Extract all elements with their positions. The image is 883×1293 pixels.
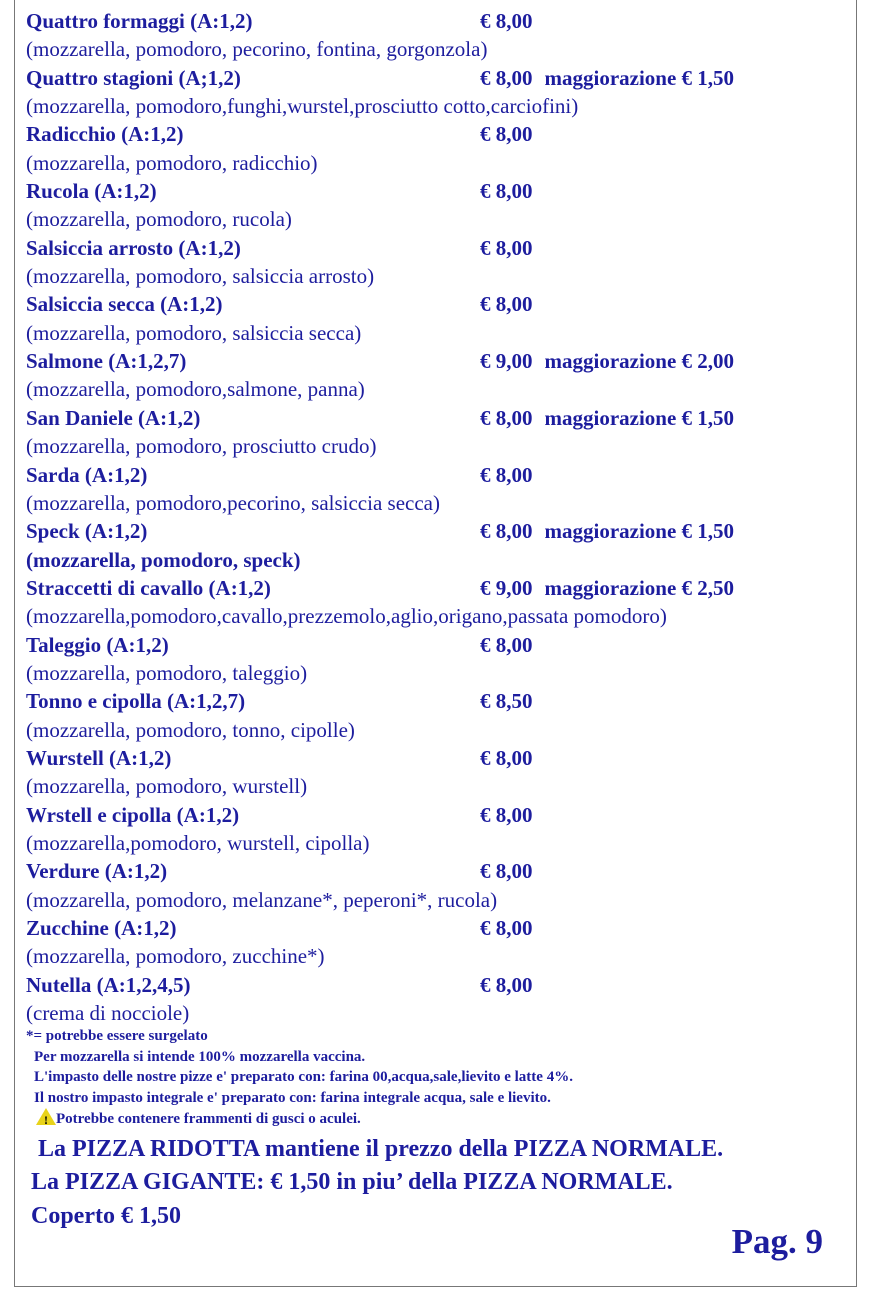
item-price: € 8,00 <box>480 235 533 260</box>
menu-item: Zucchine (A:1,2) € 8,00 <box>26 914 866 942</box>
coperto-note: Coperto € 1,50 <box>31 1203 181 1229</box>
item-price: € 8,00 <box>480 745 533 770</box>
item-description: (mozzarella, pomodoro, tonno, cipolle) <box>26 717 355 742</box>
item-name: Speck (A:1,2) <box>26 519 148 544</box>
item-price: € 8,00 <box>480 179 533 204</box>
item-name: Rucola (A:1,2) <box>26 179 157 204</box>
menu-item: Sarda (A:1,2) € 8,00 <box>26 461 866 489</box>
item-name: Quattro stagioni (A;1,2) <box>26 65 241 90</box>
item-description: (mozzarella, pomodoro, prosciutto crudo) <box>26 434 377 459</box>
item-name: Salsiccia arrosto (A:1,2) <box>26 235 241 260</box>
menu-item: Quattro stagioni (A;1,2) € 8,00 maggiorazi… <box>26 64 866 92</box>
item-description: (mozzarella, pomodoro, speck) <box>26 547 301 572</box>
item-name: Sarda (A:1,2) <box>26 462 148 487</box>
notes: *= potrebbe essere surgelato Per mozzare… <box>26 1026 573 1130</box>
item-name: Wrstell e cipolla (A:1,2) <box>26 802 240 827</box>
item-name: Zucchine (A:1,2) <box>26 916 177 940</box>
item-description: (mozzarella, pomodoro, wurstell) <box>26 774 308 799</box>
item-description: (mozzarella, pomodoro,pecorino, salsicci… <box>26 490 440 515</box>
item-price: € 8,00 <box>480 859 533 884</box>
item-price: € 8,00 <box>480 972 533 997</box>
item-name: Wurstell (A:1,2) <box>26 745 172 770</box>
menu-item: Salsiccia arrosto (A:1,2) € 8,00 <box>26 234 866 262</box>
item-price: € 9,00 maggiorazione € 2,50 <box>480 575 735 600</box>
item-description: (mozzarella,pomodoro, wurstell, cipolla) <box>26 830 370 855</box>
frozen-note: *= potrebbe essere surgelato <box>26 1028 208 1044</box>
item-description: (mozzarella, pomodoro, salsiccia arrosto… <box>26 264 375 289</box>
menu-page <box>14 0 857 1287</box>
item-surcharge: maggiorazione € 2,50 <box>544 575 735 600</box>
menu-item: Wrstell e cipolla (A:1,2) € 8,00 <box>26 801 866 829</box>
item-price: € 9,00 maggiorazione € 2,00 <box>480 349 735 374</box>
menu-item: Radicchio (A:1,2) € 8,00 <box>26 120 866 148</box>
item-description: (mozzarella, pomodoro, pecorino, fontina… <box>26 37 488 62</box>
page-number: Pag. 9 <box>731 1222 823 1261</box>
item-name: Salsiccia secca (A:1,2) <box>26 292 223 317</box>
item-description: (mozzarella, pomodoro,salmone, panna) <box>26 377 365 402</box>
item-name: Salmone (A:1,2,7) <box>26 349 187 374</box>
item-name: Radicchio (A:1,2) <box>26 122 184 147</box>
item-price: € 8,00 <box>480 802 533 827</box>
item-description: (mozzarella,pomodoro,cavallo,prezzemolo,… <box>26 604 667 629</box>
pizza-list: Quattro formaggi (A:1,2) € 8,00 (mozzarell… <box>26 7 866 1027</box>
item-name: San Daniele (A:1,2) <box>26 405 201 430</box>
item-description: (crema di nocciole) <box>26 1001 190 1026</box>
item-price: € 8,00 <box>480 122 533 147</box>
item-description: (mozzarella, pomodoro,funghi,wurstel,pro… <box>26 94 579 119</box>
item-price: € 8,00 <box>480 292 533 317</box>
item-description: (mozzarella, pomodoro, rucola) <box>26 207 292 232</box>
dough-note: L'impasto delle nostre pizze e' preparat… <box>34 1069 573 1085</box>
item-price: € 8,00 <box>480 462 533 487</box>
menu-item: Taleggio (A:1,2) € 8,00 <box>26 631 866 659</box>
ridotta-note: La PIZZA RIDOTTA mantiene il prezzo dell… <box>38 1136 724 1162</box>
warning-icon: ! <box>36 1108 56 1127</box>
mozzarella-note: Per mozzarella si intende 100% mozzarell… <box>34 1048 366 1065</box>
menu-item: Nutella (A:1,2,4,5) € 8,00 <box>26 971 866 999</box>
menu-item: Tonno e cipolla (A:1,2,7) € 8,50 <box>26 687 866 715</box>
item-description: (mozzarella, pomodoro, melanzane*, peper… <box>26 887 498 912</box>
item-surcharge: maggiorazione € 1,50 <box>544 405 735 430</box>
menu-item: Wurstell (A:1,2) € 8,00 <box>26 744 866 772</box>
menu-item: San Daniele (A:1,2) € 8,00 maggiorazione €… <box>26 404 866 432</box>
item-name: Taleggio (A:1,2) <box>26 632 169 657</box>
menu-item: Speck (A:1,2) € 8,00 maggiorazione € 1,50 <box>26 517 866 545</box>
item-price: € 8,00 <box>480 916 533 940</box>
item-surcharge: maggiorazione € 2,00 <box>544 349 735 374</box>
wholegrain-note: Il nostro impasto integrale e' preparato… <box>34 1089 551 1106</box>
menu-item: Salmone (A:1,2,7) € 9,00 maggiorazione € 2… <box>26 347 866 375</box>
item-name: Verdure (A:1,2) <box>26 859 168 884</box>
item-name: Nutella (A:1,2,4,5) <box>26 972 191 997</box>
item-name: Tonno e cipolla (A:1,2,7) <box>26 689 246 714</box>
item-price: € 8,00 maggiorazione € 1,50 <box>480 519 735 544</box>
menu-item: Salsiccia secca (A:1,2) € 8,00 <box>26 290 866 318</box>
menu-item: Verdure (A:1,2) € 8,00 <box>26 857 866 885</box>
item-surcharge: maggiorazione € 1,50 <box>544 519 735 544</box>
item-price: € 8,00 maggiorazione € 1,50 <box>480 65 735 90</box>
item-price: € 8,50 <box>480 689 533 714</box>
warning-note: Potrebbe contenere frammenti di gusci o … <box>56 1111 361 1127</box>
item-description: (mozzarella, pomodoro, radicchio) <box>26 150 318 175</box>
item-price: € 8,00 <box>480 632 533 657</box>
menu-item: Straccetti di cavallo (A:1,2) € 9,00 maggi… <box>26 574 866 602</box>
item-description: (mozzarella, pomodoro, salsiccia secca) <box>26 320 362 345</box>
item-price: € 8,00 maggiorazione € 1,50 <box>480 405 735 430</box>
gigante-note: La PIZZA GIGANTE: € 1,50 in piu’ della P… <box>31 1169 673 1195</box>
item-surcharge: maggiorazione € 1,50 <box>544 65 735 90</box>
item-description: (mozzarella, pomodoro, taleggio) <box>26 660 308 685</box>
item-description: (mozzarella, pomodoro, zucchine*) <box>26 944 325 969</box>
item-name: Quattro formaggi (A:1,2) <box>26 9 253 33</box>
item-name: Straccetti di cavallo (A:1,2) <box>26 575 271 600</box>
menu-item: Rucola (A:1,2) € 8,00 <box>26 177 866 205</box>
menu-item: Quattro formaggi (A:1,2) € 8,00 <box>26 7 866 35</box>
item-price: € 8,00 <box>480 9 533 33</box>
